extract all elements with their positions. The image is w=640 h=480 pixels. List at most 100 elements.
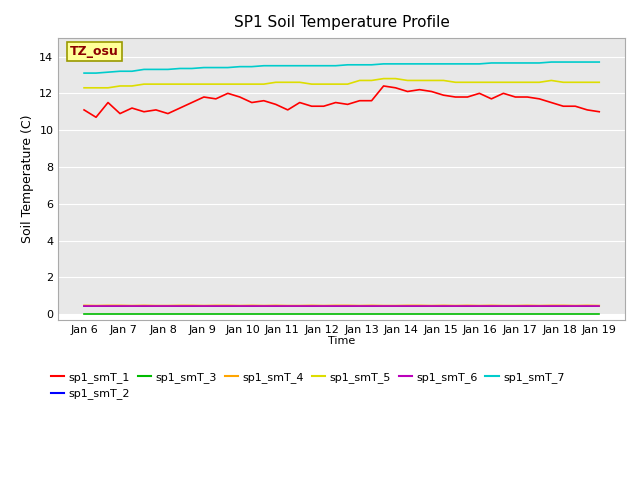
sp1_smT_3	[272, 311, 280, 317]
sp1_smT_6	[500, 304, 508, 310]
sp1_smT_1	[595, 109, 603, 115]
sp1_smT_4	[152, 303, 160, 309]
sp1_smT_1	[200, 94, 208, 100]
sp1_smT_7	[559, 59, 567, 65]
sp1_smT_1	[212, 96, 220, 102]
sp1_smT_2	[428, 303, 435, 309]
sp1_smT_6	[476, 304, 483, 310]
sp1_smT_3	[476, 311, 483, 317]
sp1_smT_7	[488, 60, 495, 66]
sp1_smT_5	[248, 81, 255, 87]
sp1_smT_2	[404, 303, 412, 309]
sp1_smT_1	[164, 111, 172, 117]
sp1_smT_3	[559, 311, 567, 317]
sp1_smT_4	[80, 302, 88, 308]
sp1_smT_3	[452, 311, 460, 317]
sp1_smT_1	[176, 105, 184, 111]
sp1_smT_7	[80, 70, 88, 76]
sp1_smT_2	[248, 303, 255, 309]
sp1_smT_7	[140, 67, 148, 72]
sp1_smT_7	[308, 63, 316, 69]
sp1_smT_7	[416, 61, 424, 67]
sp1_smT_7	[500, 60, 508, 66]
sp1_smT_6	[584, 304, 591, 310]
sp1_smT_6	[296, 304, 303, 310]
sp1_smT_3	[536, 311, 543, 317]
sp1_smT_2	[511, 303, 519, 309]
sp1_smT_5	[547, 78, 555, 84]
sp1_smT_4	[500, 303, 508, 309]
sp1_smT_1	[404, 89, 412, 95]
sp1_smT_4	[344, 302, 351, 308]
sp1_smT_2	[500, 303, 508, 309]
sp1_smT_3	[572, 311, 579, 317]
sp1_smT_4	[176, 302, 184, 308]
sp1_smT_5	[296, 79, 303, 85]
sp1_smT_7	[116, 68, 124, 74]
sp1_smT_4	[248, 302, 255, 308]
sp1_smT_5	[116, 83, 124, 89]
sp1_smT_1	[476, 90, 483, 96]
sp1_smT_5	[368, 78, 376, 84]
sp1_smT_5	[536, 79, 543, 85]
sp1_smT_1	[344, 101, 351, 107]
sp1_smT_7	[248, 64, 255, 70]
sp1_smT_7	[392, 61, 399, 67]
sp1_smT_7	[344, 62, 351, 68]
sp1_smT_6	[488, 304, 495, 310]
sp1_smT_5	[164, 81, 172, 87]
sp1_smT_4	[428, 303, 435, 309]
sp1_smT_4	[488, 302, 495, 308]
sp1_smT_7	[547, 59, 555, 65]
sp1_smT_7	[440, 61, 447, 67]
sp1_smT_6	[320, 304, 328, 310]
sp1_smT_6	[236, 304, 244, 310]
sp1_smT_6	[104, 304, 112, 310]
sp1_smT_2	[488, 303, 495, 309]
sp1_smT_4	[511, 303, 519, 309]
sp1_smT_7	[524, 60, 531, 66]
sp1_smT_4	[452, 303, 460, 309]
sp1_smT_5	[92, 85, 100, 91]
Legend: sp1_smT_1, sp1_smT_2, sp1_smT_3, sp1_smT_4, sp1_smT_5, sp1_smT_6, sp1_smT_7: sp1_smT_1, sp1_smT_2, sp1_smT_3, sp1_smT…	[46, 368, 569, 404]
sp1_smT_2	[224, 303, 232, 309]
sp1_smT_3	[488, 311, 495, 317]
sp1_smT_4	[416, 302, 424, 308]
sp1_smT_1	[104, 100, 112, 106]
sp1_smT_2	[116, 303, 124, 309]
sp1_smT_1	[296, 100, 303, 106]
sp1_smT_2	[140, 303, 148, 309]
sp1_smT_6	[536, 304, 543, 310]
sp1_smT_7	[212, 65, 220, 71]
sp1_smT_3	[500, 311, 508, 317]
sp1_smT_1	[368, 98, 376, 104]
sp1_smT_4	[236, 303, 244, 309]
sp1_smT_7	[152, 67, 160, 72]
sp1_smT_7	[368, 62, 376, 68]
sp1_smT_4	[272, 302, 280, 308]
sp1_smT_1	[224, 90, 232, 96]
sp1_smT_3	[584, 311, 591, 317]
sp1_smT_7	[404, 61, 412, 67]
sp1_smT_3	[236, 311, 244, 317]
sp1_smT_3	[440, 311, 447, 317]
sp1_smT_6	[547, 304, 555, 310]
sp1_smT_2	[547, 303, 555, 309]
sp1_smT_2	[308, 303, 316, 309]
sp1_smT_3	[320, 311, 328, 317]
sp1_smT_5	[404, 78, 412, 84]
sp1_smT_2	[559, 303, 567, 309]
sp1_smT_7	[476, 61, 483, 67]
sp1_smT_3	[80, 311, 88, 317]
sp1_smT_3	[595, 311, 603, 317]
sp1_smT_4	[524, 302, 531, 308]
sp1_smT_5	[440, 78, 447, 84]
sp1_smT_3	[188, 311, 196, 317]
sp1_smT_2	[164, 303, 172, 309]
sp1_smT_7	[356, 62, 364, 68]
sp1_smT_1	[511, 94, 519, 100]
sp1_smT_5	[392, 76, 399, 82]
sp1_smT_5	[140, 81, 148, 87]
sp1_smT_1	[152, 107, 160, 113]
sp1_smT_4	[92, 303, 100, 309]
